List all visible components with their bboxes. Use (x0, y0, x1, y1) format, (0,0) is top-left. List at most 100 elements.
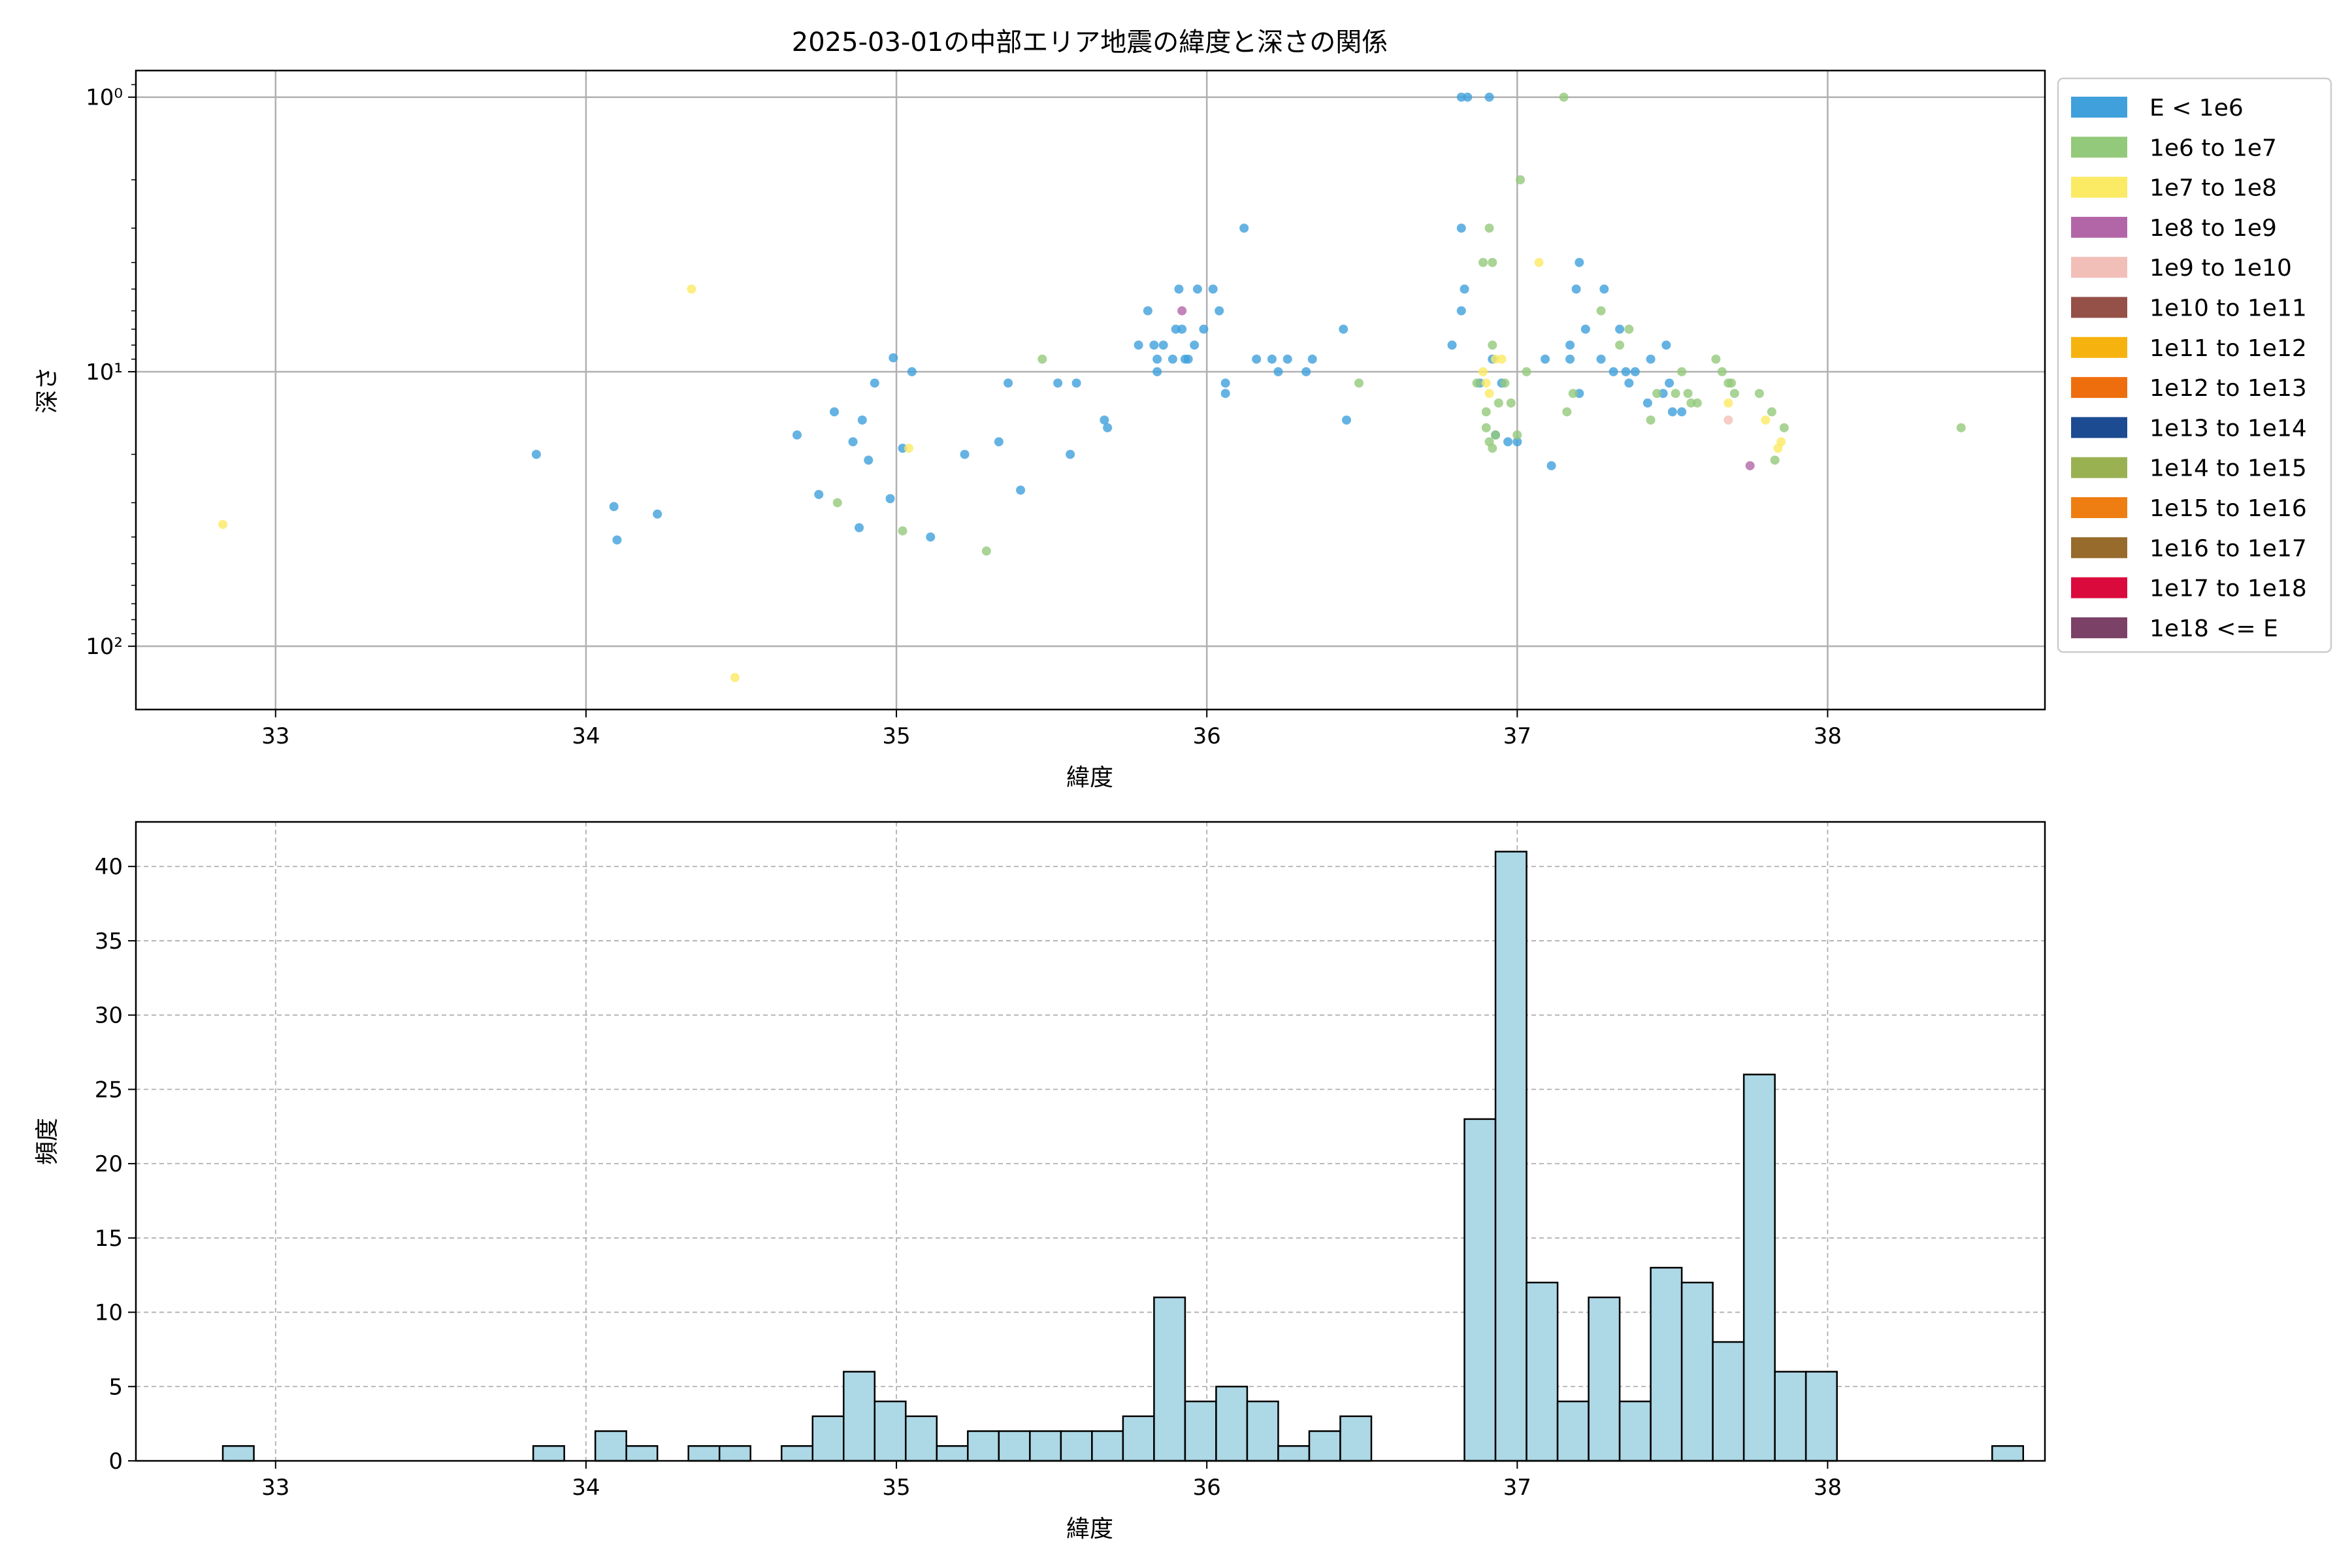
histogram-bar (1339, 1415, 1373, 1462)
histogram-bar (1060, 1430, 1093, 1462)
scatter-point (1456, 223, 1466, 233)
histogram-bar (1742, 1073, 1776, 1462)
scatter-point (855, 523, 864, 532)
scatter-point (1646, 354, 1656, 364)
legend-label: 1e18 <= E (2149, 615, 2278, 642)
scatter-point (1497, 354, 1507, 364)
legend-label: 1e12 to 1e13 (2149, 375, 2307, 402)
histogram-bar (1556, 1400, 1590, 1462)
scatter-point (1717, 367, 1727, 376)
scatter-point (904, 444, 914, 453)
scatter-point (1004, 378, 1013, 388)
histogram-bar (625, 1445, 659, 1462)
histogram-bar (1650, 1267, 1683, 1462)
legend-label: 1e13 to 1e14 (2149, 415, 2307, 442)
scatter-point (1506, 398, 1516, 408)
scatter-point (1339, 324, 1348, 334)
histogram-y-tick-label: 40 (95, 854, 123, 880)
legend-swatch (2071, 257, 2127, 278)
scatter-point (1779, 423, 1789, 433)
legend-frame (2057, 77, 2332, 653)
scatter-point (1534, 257, 1544, 267)
scatter-point (1016, 485, 1026, 495)
scatter-point (1615, 340, 1625, 350)
histogram-bar (967, 1430, 1000, 1462)
histogram-y-tick-label: 15 (95, 1226, 123, 1252)
scatter-point (1071, 378, 1081, 388)
scatter-point (1220, 389, 1230, 399)
scatter-point (1488, 444, 1497, 453)
scatter-point (1500, 378, 1510, 388)
scatter-point (1671, 389, 1680, 399)
legend-swatch (2071, 176, 2127, 198)
scatter-point (1692, 398, 1702, 408)
scatter-point (1665, 378, 1674, 388)
histogram-y-axis-label: 頻度 (34, 1118, 61, 1165)
scatter-point (1565, 340, 1575, 350)
histogram-y-tick-label: 25 (95, 1077, 123, 1103)
scatter-point (889, 353, 898, 363)
legend-swatch (2071, 577, 2127, 598)
scatter-point (1642, 398, 1652, 408)
scatter-point (1478, 257, 1488, 267)
scatter-point (1152, 367, 1162, 376)
histogram-bar (1122, 1415, 1155, 1462)
scatter-point (730, 673, 740, 683)
legend-label: 1e14 to 1e15 (2149, 455, 2307, 482)
scatter-point (1174, 284, 1184, 294)
scatter-x-axis-label: 緯度 (1066, 764, 1113, 791)
scatter-point (1103, 423, 1113, 433)
scatter-point (1745, 461, 1755, 470)
scatter-point (1522, 367, 1531, 376)
scatter-point (1463, 92, 1473, 102)
scatter-point (907, 367, 917, 376)
scatter-point (1646, 415, 1656, 425)
histogram-x-tick-label: 33 (261, 1475, 289, 1501)
histogram-plot-frame (135, 821, 2046, 1462)
scatter-x-tick-label: 34 (572, 723, 600, 749)
scatter-point (1512, 430, 1522, 440)
scatter-point (1488, 340, 1497, 350)
legend-swatch (2071, 377, 2127, 399)
histogram-bar (1463, 1118, 1497, 1462)
histogram-bar (1308, 1430, 1341, 1462)
scatter-point (1484, 92, 1494, 102)
scatter-point (1239, 223, 1249, 233)
scatter-point (1152, 354, 1162, 364)
legend-label: 1e8 to 1e9 (2149, 215, 2277, 242)
histogram-bar (1618, 1400, 1652, 1462)
legend-swatch (2071, 537, 2127, 559)
scatter-y-tick-label: 10⁰ (86, 85, 123, 111)
scatter-point (1621, 367, 1631, 376)
scatter-point (1770, 455, 1780, 465)
histogram-bars (221, 851, 2024, 1462)
scatter-point (1177, 324, 1187, 334)
scatter-point (1177, 306, 1187, 316)
scatter-point (1215, 306, 1224, 316)
histogram-y-tick-label: 5 (108, 1374, 123, 1400)
histogram-bar (718, 1445, 751, 1462)
scatter-point (1562, 407, 1572, 417)
histogram-y-tick-label: 0 (108, 1448, 123, 1475)
histogram-bar (874, 1400, 907, 1462)
scatter-point (1484, 223, 1494, 233)
legend-swatch (2071, 497, 2127, 518)
scatter-y-tick-label: 10² (86, 634, 123, 660)
scatter-point (1661, 340, 1671, 350)
scatter-point (1546, 461, 1556, 470)
scatter-point (1630, 367, 1640, 376)
legend-label: 1e15 to 1e16 (2149, 495, 2307, 522)
histogram-bar (811, 1415, 845, 1462)
scatter-point (1354, 378, 1364, 388)
scatter-point (1066, 449, 1075, 459)
scatter-point (1100, 415, 1109, 425)
scatter-point (1776, 437, 1786, 447)
scatter-point (1761, 415, 1771, 425)
scatter-point (1488, 257, 1497, 267)
histogram-bar (221, 1445, 255, 1462)
scatter-point (1516, 175, 1526, 185)
scatter-point (1273, 367, 1283, 376)
scatter-point (1158, 340, 1168, 350)
scatter-point (960, 449, 970, 459)
scatter-point (1456, 306, 1466, 316)
